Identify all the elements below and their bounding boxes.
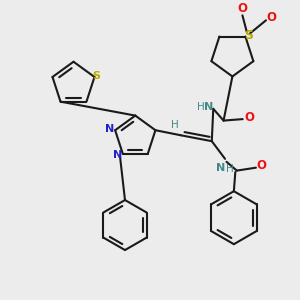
Text: S: S — [92, 70, 100, 80]
Text: O: O — [257, 159, 267, 172]
Text: H: H — [197, 102, 205, 112]
Text: O: O — [237, 2, 248, 15]
Text: N: N — [113, 150, 122, 161]
Text: H: H — [226, 164, 234, 174]
Text: H: H — [171, 120, 179, 130]
Text: N: N — [204, 102, 214, 112]
Text: O: O — [244, 111, 254, 124]
Text: S: S — [244, 28, 253, 41]
Text: N: N — [105, 124, 115, 134]
Text: N: N — [216, 163, 225, 173]
Text: O: O — [266, 11, 276, 25]
